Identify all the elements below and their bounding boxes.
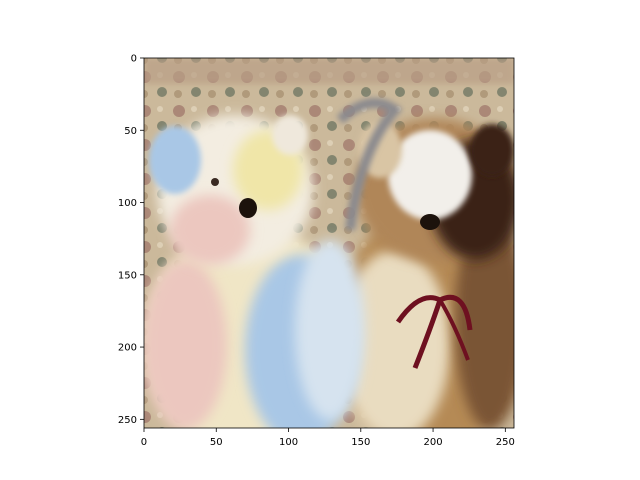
- y-axis: 0 50 100 150 200 250: [118, 53, 144, 426]
- y-tick-label: 50: [124, 126, 137, 137]
- y-tick-label: 250: [118, 415, 137, 426]
- x-tick-label: 0: [141, 437, 147, 448]
- x-tick-label: 250: [496, 437, 515, 448]
- x-tick-label: 50: [210, 437, 223, 448]
- x-tick-label: 200: [424, 437, 443, 448]
- axes-frame: [143, 57, 515, 429]
- x-axis: 0 50 100 150 200 250: [141, 428, 515, 448]
- y-tick-label: 150: [118, 270, 137, 281]
- y-tick-label: 0: [131, 53, 137, 64]
- y-tick-label: 100: [118, 198, 137, 209]
- x-tick-label: 150: [351, 437, 370, 448]
- image-plot: [144, 58, 514, 428]
- y-tick-label: 200: [118, 343, 137, 354]
- brown-white-bear: [335, 98, 514, 428]
- pastel-bear: [144, 115, 365, 428]
- x-tick-label: 100: [279, 437, 298, 448]
